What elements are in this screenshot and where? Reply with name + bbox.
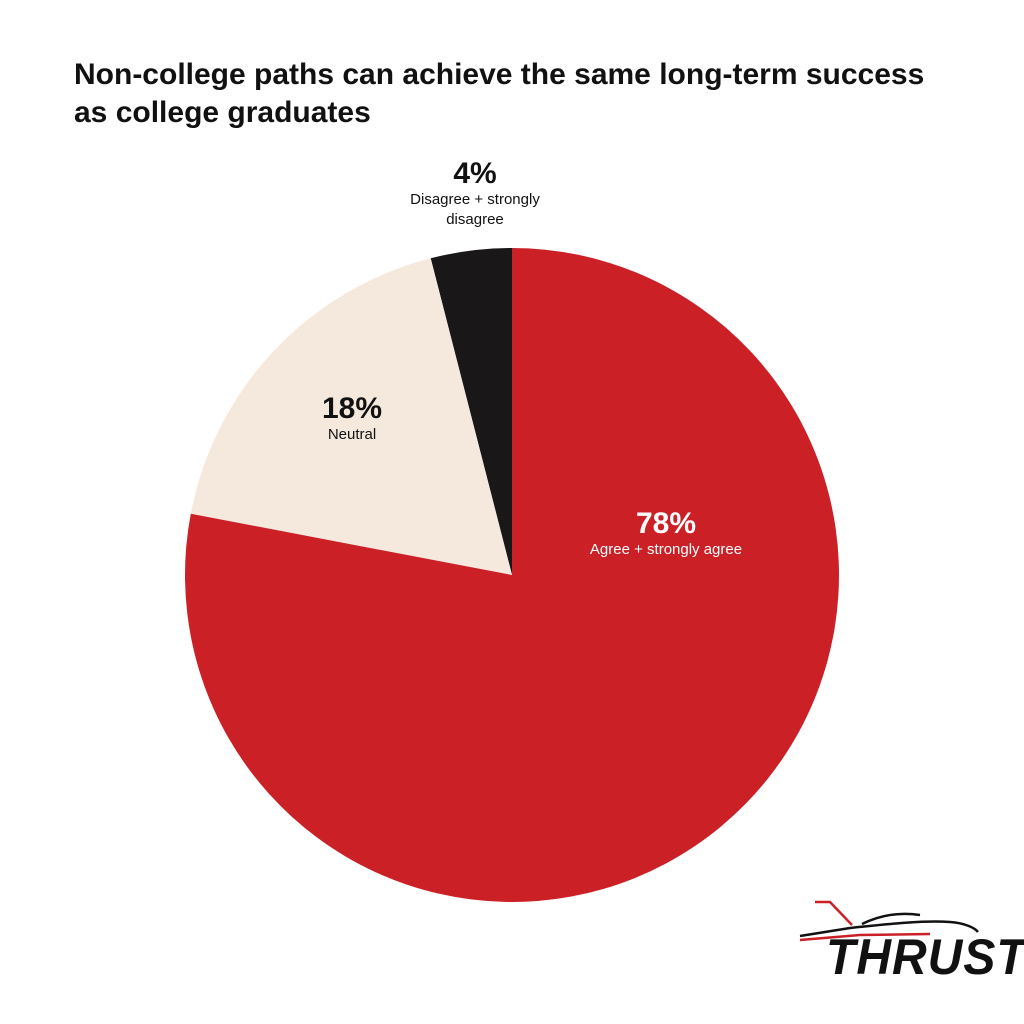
- value-label: 78%: [635, 507, 697, 540]
- pie-slice: [190, 258, 513, 575]
- value-label: 4%: [453, 157, 497, 190]
- slice-label: 4% Disagree + strongly disagree: [390, 158, 560, 230]
- slice-label: 78% Agree + strongly agree: [581, 508, 751, 560]
- logo: THRUST: [826, 929, 1024, 986]
- pie-slice: [184, 248, 839, 902]
- pie-slice: [430, 248, 512, 575]
- category-label: Neutral: [327, 426, 377, 443]
- value-label: 18%: [321, 392, 383, 425]
- category-label: Disagree + strongly disagree: [410, 191, 540, 228]
- slice-label: 18% Neutral: [292, 393, 412, 445]
- logo-plane: [799, 900, 979, 942]
- chart-title: Non-college paths can achieve the same l…: [74, 58, 925, 129]
- category-label: Agree + strongly agree: [589, 541, 743, 558]
